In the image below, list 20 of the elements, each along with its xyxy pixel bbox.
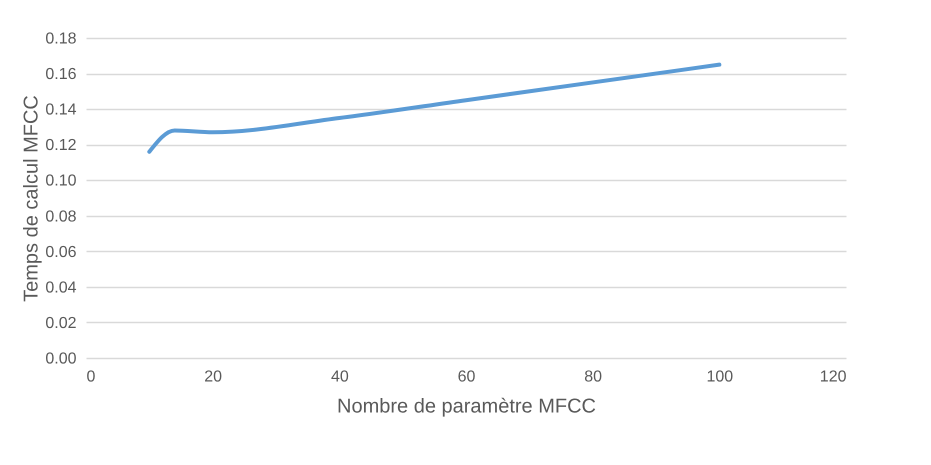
line-series <box>147 62 722 154</box>
x-tick-label: 20 <box>204 368 222 386</box>
x-axis-title: Nombre de paramètre MFCC <box>337 396 596 418</box>
y-tick-label: 0.14 <box>45 102 77 119</box>
y-tick-label: 0.02 <box>45 314 77 332</box>
x-tick-label: 40 <box>330 368 349 386</box>
y-axis-title: Temps de calcul MFCC <box>20 95 42 302</box>
y-tick-label: 0.08 <box>45 208 77 226</box>
y-tick-label: 0.04 <box>45 279 77 296</box>
y-tick-label: 0.06 <box>45 244 77 261</box>
x-tick-label: 120 <box>820 368 847 386</box>
x-tick-label: 60 <box>458 368 476 386</box>
x-tick-label: 100 <box>706 368 734 386</box>
y-tick-label: 0.12 <box>45 137 77 154</box>
y-tick-label: 0.00 <box>45 350 77 368</box>
x-tick-label: 80 <box>584 368 602 386</box>
y-tick-label: 0.16 <box>45 66 77 84</box>
x-tick-label: 0 <box>86 368 96 386</box>
y-tick-label: 0.10 <box>45 172 77 190</box>
y-tick-label: 0.18 <box>45 30 77 48</box>
